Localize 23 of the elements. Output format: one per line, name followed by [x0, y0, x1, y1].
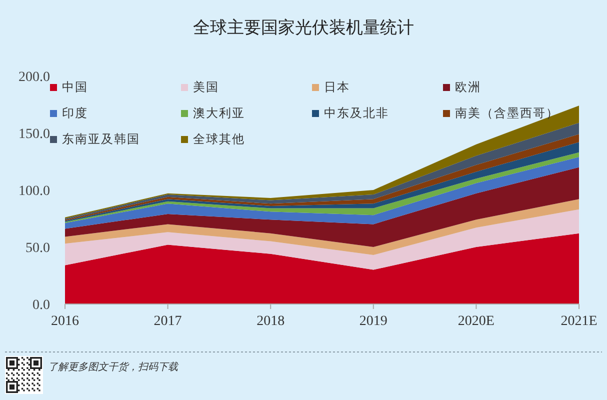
chart-title: 全球主要国家光伏装机量统计	[192, 17, 415, 39]
legend-label: 中东及北非	[324, 104, 389, 122]
legend-label: 东南亚及韩国	[62, 130, 140, 148]
x-tick-label: 2016	[51, 314, 79, 329]
x-tick-label: 2018	[256, 314, 285, 329]
x-tick-label: 2021E	[560, 314, 598, 329]
x-tick-label: 2017	[154, 314, 182, 329]
y-tick-label: 100.0	[18, 184, 50, 199]
legend-label: 全球其他	[193, 130, 245, 148]
legend-label: 美国	[193, 78, 219, 96]
y-tick-label: 50.0	[26, 240, 50, 256]
y-tick-label: 150.0	[18, 126, 50, 142]
x-tick-label: 2020E	[458, 314, 494, 329]
text: 了解更多图文干货，扫码下载	[48, 360, 178, 374]
legend-label: 印度	[62, 104, 88, 122]
y-tick-label: 200.0	[18, 70, 50, 85]
legend-label: 中国	[62, 78, 88, 96]
legend-label: 南美（含墨西哥）	[455, 104, 559, 122]
legend-label: 日本	[324, 78, 350, 96]
legend-label: 欧洲	[455, 78, 481, 96]
legend-label: 澳大利亚	[193, 104, 245, 122]
x-tick-label: 2019	[359, 314, 388, 329]
y-tick-label: 0.0	[32, 298, 50, 313]
